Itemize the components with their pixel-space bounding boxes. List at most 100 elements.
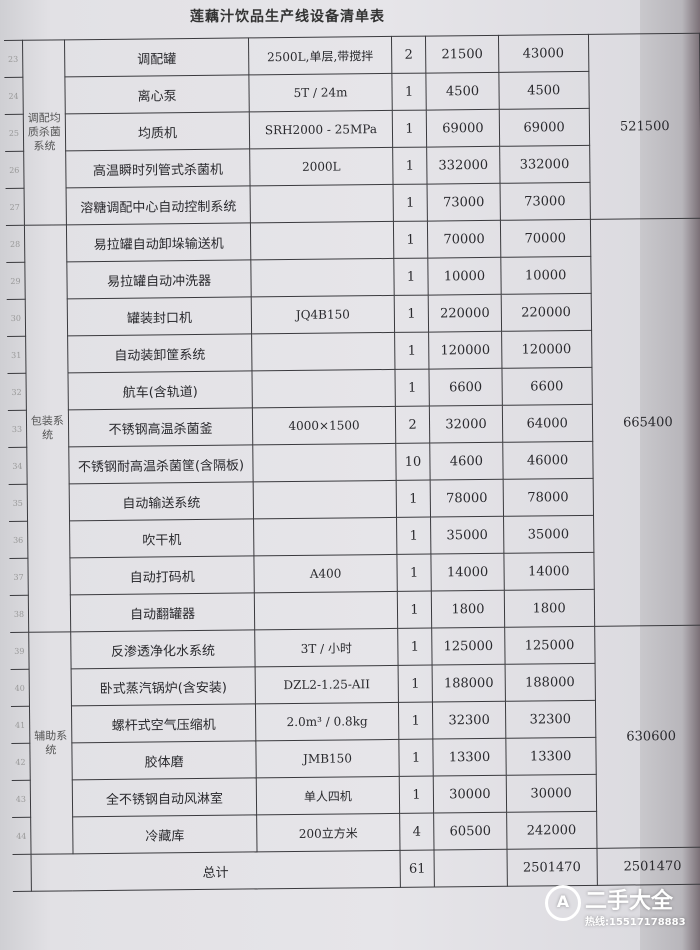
equipment-spec: DZL2-1.25-AII — [255, 665, 399, 704]
total-label: 总计 — [30, 850, 401, 892]
line-total: 125000 — [504, 626, 595, 665]
equipment-spec: 5T / 24m — [249, 73, 393, 112]
row-number: 34 — [8, 447, 28, 485]
line-total: 78000 — [502, 478, 594, 517]
unit-price: 32000 — [429, 405, 503, 444]
row-number: 42 — [11, 743, 31, 781]
equipment-spec: JQ4B150 — [251, 295, 395, 334]
table-row: 39 辅助系统 反渗透净化水系统 3T / 小时 1 125000 125000 630600 — [10, 625, 700, 855]
page-edge — [640, 0, 700, 950]
quantity: 2 — [391, 36, 427, 74]
row-number: 40 — [10, 669, 30, 707]
unit-price: 69000 — [426, 109, 500, 148]
total-price-empty — [434, 849, 508, 888]
quantity: 1 — [398, 739, 434, 777]
watermark-hotline: 热线:15517178883 — [585, 917, 686, 928]
quantity: 4 — [399, 813, 435, 851]
quantity: 1 — [393, 295, 429, 333]
system-name: 包装系统 — [24, 224, 71, 633]
equipment-spec — [250, 221, 394, 260]
equipment-name: 易拉罐自动冲洗器 — [66, 259, 252, 299]
row-number: 27 — [5, 188, 25, 226]
system-subtotal: 521500 — [588, 33, 700, 220]
equipment-name: 罐装封口机 — [67, 296, 252, 336]
equipment-spec — [250, 258, 394, 297]
line-total: 43000 — [498, 34, 589, 73]
unit-price: 125000 — [431, 627, 505, 666]
row-number: 38 — [9, 595, 29, 633]
unit-price: 60500 — [433, 812, 507, 851]
equipment-spec: 4000×1500 — [252, 406, 396, 445]
equipment-spec: 200立方米 — [256, 813, 400, 852]
line-total: 13300 — [505, 737, 596, 776]
equipment-table: 23 调配均质杀菌系统 调配罐 2500L,单层,带搅拌 2 21500 43000 5215… — [4, 33, 700, 892]
watermark-brand: 二手大全 — [585, 889, 674, 914]
quantity: 1 — [392, 147, 428, 185]
line-total: 220000 — [500, 293, 592, 332]
equipment-spec — [251, 332, 395, 371]
system-name: 辅助系统 — [28, 631, 73, 855]
row-number — [12, 854, 32, 892]
row-number: 26 — [5, 151, 24, 189]
line-total: 188000 — [504, 663, 596, 702]
row-number: 37 — [9, 558, 29, 596]
system-name: 调配均质杀菌系统 — [22, 39, 67, 226]
system-subtotal: 665400 — [590, 218, 700, 627]
equipment-spec: 2000L — [249, 147, 393, 186]
line-total: 6600 — [501, 367, 593, 406]
line-total: 32300 — [505, 700, 596, 739]
unit-price: 1800 — [431, 590, 505, 629]
quantity: 1 — [391, 73, 427, 111]
line-total: 69000 — [498, 108, 590, 147]
equipment-spec: A400 — [254, 554, 398, 593]
row-number: 39 — [10, 632, 29, 670]
row-number: 28 — [5, 225, 25, 263]
quantity: 1 — [393, 258, 429, 296]
unit-price: 13300 — [433, 738, 506, 777]
line-total: 120000 — [501, 330, 592, 369]
unit-price: 30000 — [433, 775, 507, 814]
line-total: 64000 — [502, 404, 593, 443]
unit-price: 4600 — [430, 442, 503, 481]
document-page — [0, 0, 640, 950]
quantity: 1 — [395, 480, 431, 518]
quantity: 1 — [398, 702, 434, 740]
row-number: 29 — [6, 262, 26, 300]
quantity: 10 — [395, 443, 431, 481]
equipment-name: 均质机 — [65, 111, 250, 151]
table-row: 23 调配均质杀菌系统 调配罐 2500L,单层,带搅拌 2 21500 43000 5215… — [4, 33, 700, 226]
table-row: 28 包装系统 易拉罐自动卸垛输送机 1 70000 70000 665400 — [5, 218, 700, 633]
row-number: 31 — [7, 336, 26, 374]
equipment-name: 冷藏库 — [72, 814, 258, 854]
equipment-name: 高温瞬时列管式杀菌机 — [65, 148, 251, 188]
equipment-spec — [253, 480, 397, 519]
row-number: 24 — [4, 77, 24, 115]
row-number: 33 — [7, 410, 27, 448]
system-subtotal: 630600 — [594, 625, 700, 849]
equipment-name: 航车(含轨道) — [67, 370, 253, 410]
row-number: 32 — [7, 373, 27, 411]
equipment-name: 自动输送系统 — [69, 481, 254, 521]
row-number: 44 — [12, 817, 31, 855]
watermark-logo-icon: A — [545, 885, 581, 921]
unit-price: 35000 — [430, 516, 504, 555]
quantity: 1 — [397, 591, 432, 629]
equipment-name: 不锈钢高温杀菌釜 — [68, 407, 253, 447]
unit-price: 332000 — [426, 146, 500, 185]
quantity: 1 — [392, 184, 428, 222]
equipment-name: 全不锈钢自动风淋室 — [72, 777, 257, 817]
quantity: 1 — [393, 221, 429, 259]
unit-price: 78000 — [430, 479, 504, 518]
row-number: 23 — [4, 40, 23, 78]
equipment-spec: 单人四机 — [256, 776, 400, 815]
equipment-name: 吹干机 — [69, 518, 255, 558]
equipment-name: 离心泵 — [64, 74, 250, 114]
line-total: 10000 — [500, 256, 591, 295]
row-number: 30 — [6, 299, 26, 337]
equipment-name: 卧式蒸汽锅炉(含安装) — [71, 666, 256, 706]
line-total: 73000 — [499, 182, 591, 221]
line-total: 30000 — [505, 774, 597, 813]
line-total: 332000 — [499, 145, 590, 184]
row-number: 43 — [11, 780, 31, 818]
unit-price: 4500 — [426, 72, 499, 111]
